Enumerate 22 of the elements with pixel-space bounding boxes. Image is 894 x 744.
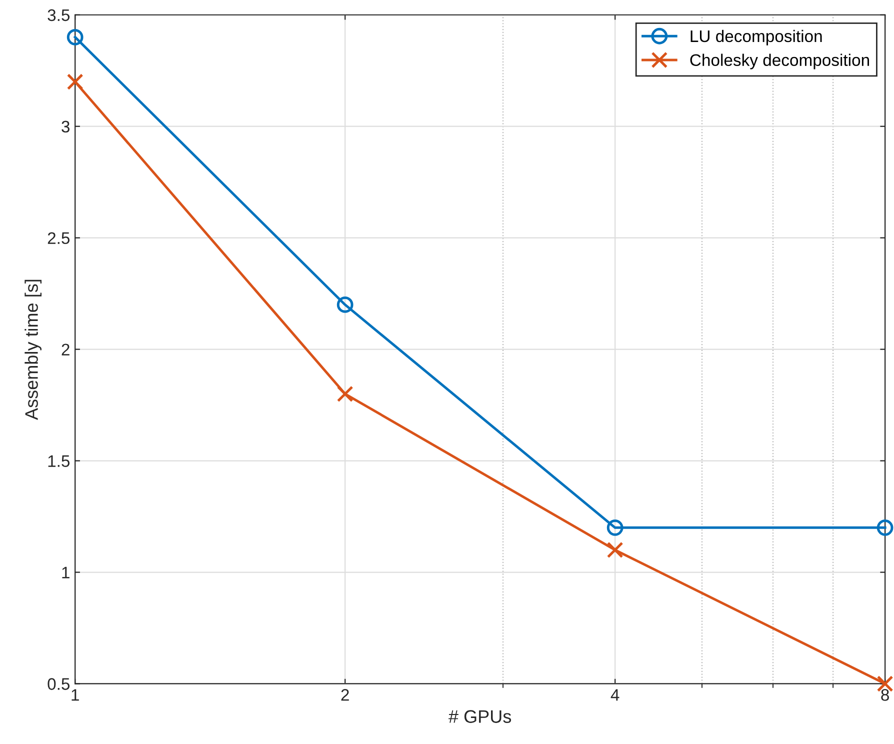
x-axis-title: # GPUs <box>448 710 512 723</box>
x-tick-label: 2 <box>341 689 349 701</box>
point <box>606 542 624 558</box>
point <box>66 74 84 90</box>
y-tick-label: 2.5 <box>48 232 70 244</box>
point <box>336 296 354 313</box>
y-tick-label: 1.5 <box>48 455 70 467</box>
point <box>606 519 624 536</box>
y-tick-label: 1 <box>62 566 70 578</box>
y-axis-title: Assembly time [s] <box>24 280 42 420</box>
x-tick-label: 1 <box>72 689 79 701</box>
legend-label: LU decomposition <box>690 30 822 46</box>
point <box>66 28 84 46</box>
y-tick-label: 2 <box>62 344 70 356</box>
y-tick-label: 0.5 <box>48 678 70 690</box>
point <box>336 386 354 402</box>
x-tick-label: 8 <box>881 689 889 701</box>
y-tick-label: 3 <box>62 120 70 133</box>
y-tick-label: 3.5 <box>48 9 70 22</box>
point <box>876 519 894 536</box>
x-tick-label: 4 <box>610 689 620 701</box>
legend-label: Cholesky decomposition <box>690 54 869 70</box>
